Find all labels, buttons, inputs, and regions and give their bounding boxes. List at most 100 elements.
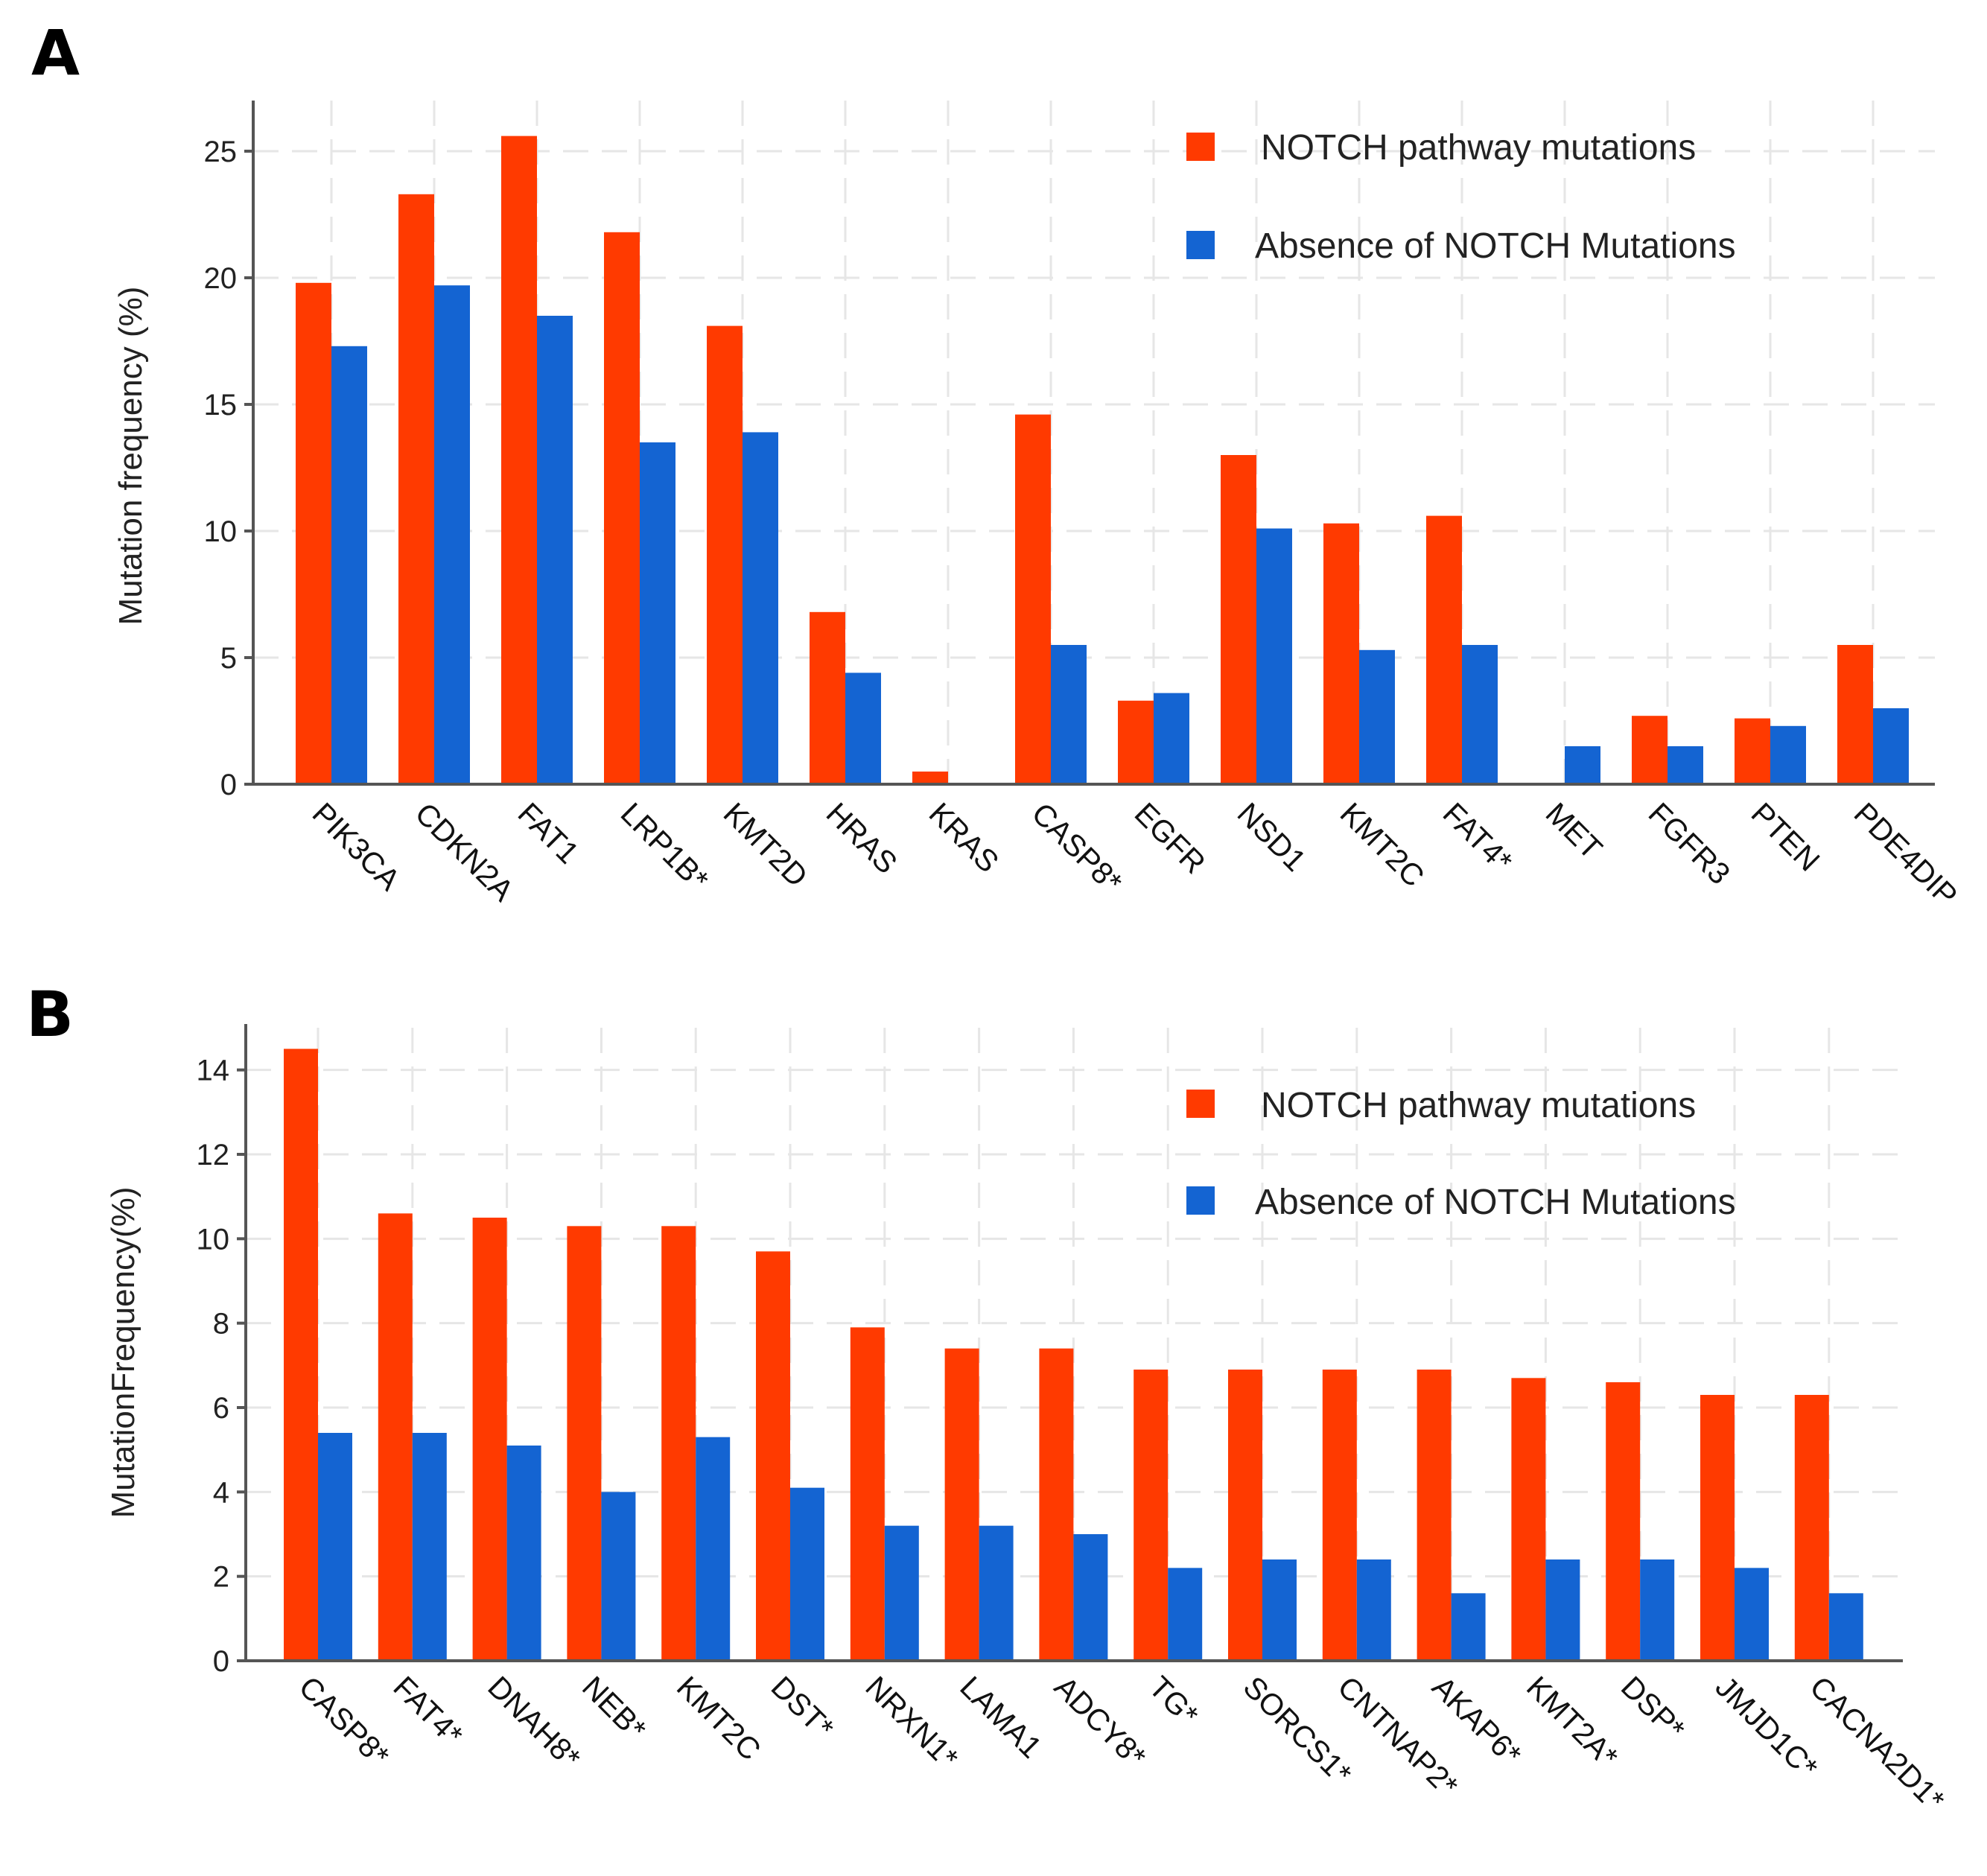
bar-notch-pten — [1735, 718, 1770, 784]
y-tick-label: 10 — [204, 515, 238, 548]
x-category-label: LRP1B* — [614, 796, 716, 897]
bar-notch-egfr — [1118, 700, 1154, 784]
x-category-label: CDKN2A — [409, 796, 521, 909]
bar-absence-dst — [790, 1487, 824, 1661]
bar-absence-egfr — [1154, 693, 1189, 784]
x-category-label: FAT1 — [512, 796, 586, 871]
bar-absence-cdkn2a — [434, 285, 470, 784]
x-category-label: NEB* — [576, 1670, 652, 1746]
chart-b-legend-swatch-notch — [1186, 1090, 1215, 1118]
x-category-label: CASP8* — [293, 1670, 396, 1773]
bar-absence-lrp1b — [640, 442, 675, 784]
x-category-label: KMT2C — [1334, 796, 1431, 894]
bar-absence-hras — [845, 673, 881, 784]
x-category-label: PDE4DIP — [1848, 796, 1965, 913]
y-tick-label: 5 — [220, 642, 237, 675]
bar-notch-neb — [567, 1226, 602, 1661]
chart-b-legend-swatch-absence — [1186, 1186, 1215, 1215]
y-tick-label: 6 — [213, 1392, 229, 1425]
chart-a-bars — [296, 136, 1909, 785]
bar-absence-fat4 — [1462, 645, 1498, 784]
x-category-label: CACNA2D1* — [1803, 1670, 1951, 1818]
bar-absence-nsd1 — [1256, 528, 1292, 784]
bar-notch-adcy8 — [1039, 1348, 1074, 1661]
bar-notch-dsp — [1606, 1382, 1641, 1661]
bar-notch-pik3ca — [296, 282, 331, 784]
bar-notch-cdkn2a — [398, 194, 434, 784]
chart-b-legend: NOTCH pathway mutations Absence of NOTCH… — [1186, 1086, 1736, 1222]
chart-a-y-axis-title: Mutation frequency (%) — [112, 287, 149, 626]
bar-notch-fat1 — [501, 136, 537, 785]
bar-notch-pde4dip — [1837, 645, 1873, 784]
chart-b-legend-label-absence: Absence of NOTCH Mutations — [1255, 1183, 1736, 1222]
bar-absence-jmjd1c — [1735, 1568, 1769, 1661]
y-tick-label: 12 — [197, 1139, 230, 1171]
bar-absence-lama1 — [979, 1525, 1014, 1661]
x-category-label: JMJD1C* — [1709, 1670, 1825, 1785]
y-tick-label: 14 — [197, 1055, 230, 1087]
bar-notch-hras — [810, 611, 845, 784]
bar-absence-fgfr3 — [1668, 746, 1703, 784]
panel-a-letter: A — [31, 16, 80, 89]
bar-absence-met — [1565, 746, 1600, 784]
x-category-label: KMT2D — [717, 796, 815, 894]
bar-absence-dnah8 — [506, 1446, 541, 1661]
bar-absence-kmt2d — [743, 432, 778, 784]
y-tick-label: 25 — [204, 136, 238, 168]
x-category-label: KMT2A* — [1520, 1670, 1624, 1774]
chart-b-legend-label-notch: NOTCH pathway mutations — [1261, 1086, 1696, 1125]
x-category-label: DSP* — [1615, 1670, 1691, 1746]
x-category-label: CASP8* — [1026, 796, 1129, 900]
chart-b-axes — [237, 1024, 1903, 1662]
bar-absence-cacna2d1 — [1828, 1593, 1863, 1661]
bar-notch-fat4 — [378, 1213, 413, 1661]
chart-a-legend-swatch-notch — [1186, 133, 1215, 161]
bar-notch-nsd1 — [1221, 455, 1256, 784]
bar-absence-casp8 — [1051, 645, 1087, 784]
chart-a-legend-swatch-absence — [1186, 231, 1215, 259]
x-category-label: NSD1 — [1231, 796, 1313, 878]
bar-notch-jmjd1c — [1700, 1395, 1735, 1661]
bar-notch-kmt2d — [707, 325, 743, 785]
x-category-label: ADCY8* — [1048, 1670, 1153, 1775]
x-category-label: EGFR — [1128, 796, 1212, 880]
x-category-label: NRXN1* — [859, 1670, 964, 1775]
y-tick-label: 15 — [204, 389, 238, 422]
bar-absence-casp8 — [318, 1433, 352, 1661]
bar-notch-cacna2d1 — [1794, 1395, 1829, 1661]
bar-notch-kmt2c — [1323, 523, 1359, 784]
chart-a-legend: NOTCH pathway mutations Absence of NOTCH… — [1186, 128, 1736, 266]
bar-notch-fgfr3 — [1632, 716, 1668, 784]
bar-absence-neb — [601, 1492, 636, 1661]
bar-notch-lrp1b — [604, 232, 640, 784]
bar-notch-tg — [1134, 1370, 1169, 1661]
x-category-label: DNAH8* — [481, 1670, 587, 1775]
bar-notch-dnah8 — [472, 1218, 507, 1661]
x-category-label: DST* — [765, 1670, 841, 1746]
bar-notch-nrxn1 — [850, 1327, 885, 1661]
bar-notch-kmt2a — [1511, 1378, 1546, 1661]
x-category-label: FAT4* — [1437, 796, 1519, 879]
x-category-label: KRAS — [923, 796, 1005, 879]
y-tick-label: 0 — [220, 769, 237, 801]
bar-notch-casp8 — [1015, 414, 1051, 784]
x-category-label: KMT2C — [670, 1670, 768, 1767]
panel-b-letter: B — [26, 978, 74, 1051]
x-category-label: FAT4* — [387, 1670, 469, 1752]
bar-notch-sorcs1 — [1228, 1370, 1262, 1661]
x-category-label: LAMA1 — [953, 1670, 1049, 1765]
x-category-label: TG* — [1142, 1670, 1205, 1732]
x-category-label: FGFR3 — [1642, 796, 1738, 891]
bar-notch-akap6 — [1417, 1370, 1452, 1661]
bar-absence-adcy8 — [1073, 1534, 1108, 1661]
x-category-label: PTEN — [1745, 796, 1827, 878]
bar-notch-cntnap2 — [1322, 1370, 1357, 1661]
bar-absence-kmt2c — [696, 1437, 731, 1661]
bar-absence-akap6 — [1451, 1593, 1486, 1661]
bar-absence-fat4 — [412, 1433, 447, 1661]
